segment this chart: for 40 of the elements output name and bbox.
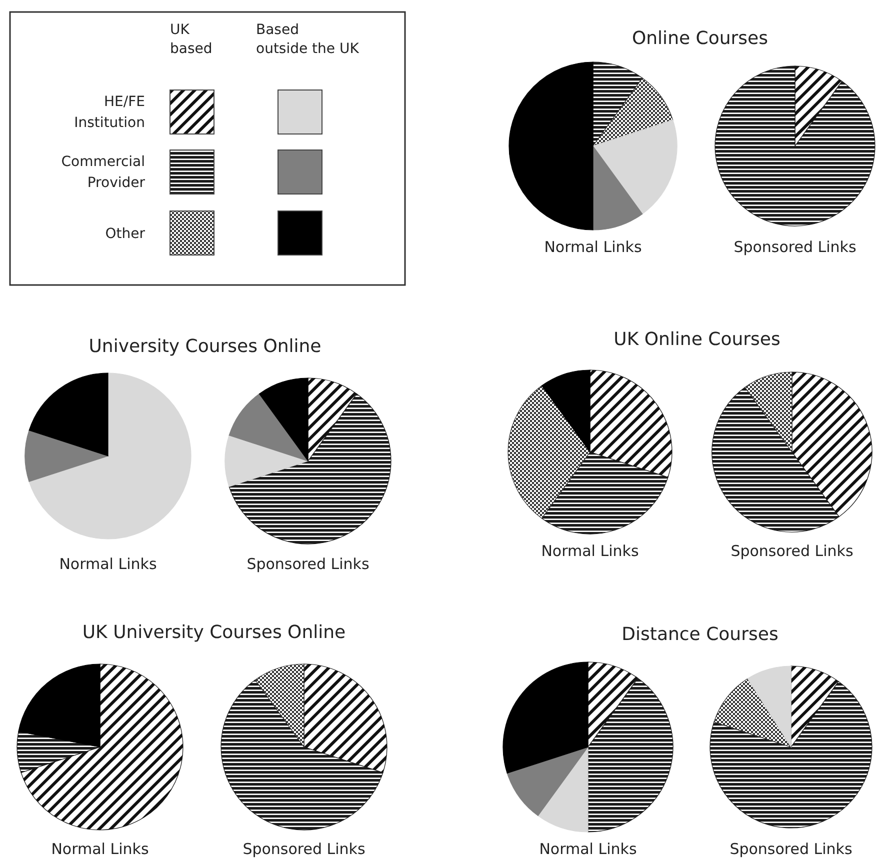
pie-slice <box>592 146 643 230</box>
text: Sponsored Links <box>246 555 370 573</box>
pie-slice <box>592 62 643 146</box>
chart-title: Online Courses <box>632 28 768 49</box>
chart-title: UK University Courses Online <box>82 622 346 643</box>
text: Normal Links <box>59 555 157 573</box>
pie-slice <box>506 746 588 816</box>
pie-slice <box>224 435 308 487</box>
pie-slice <box>592 78 674 146</box>
text: Normal Links <box>544 238 642 256</box>
text: UK based <box>170 22 212 57</box>
text: Sponsored Links <box>730 840 852 858</box>
pie-slice <box>254 664 304 748</box>
pie-slice <box>714 678 792 748</box>
pie-slice <box>502 662 588 774</box>
text: Based outside the UK <box>256 22 360 57</box>
text: Other <box>105 226 146 242</box>
text: Sponsored Links <box>730 542 854 560</box>
pie-slice <box>508 62 594 230</box>
chart-title: UK Online Courses <box>614 329 780 350</box>
text: Sponsored Links <box>242 840 366 858</box>
pie-slice <box>20 664 184 830</box>
pie-slice <box>18 664 100 748</box>
text: Normal Links <box>541 542 639 560</box>
pie-slice <box>228 394 308 462</box>
chart-title: University Courses Online <box>88 336 322 357</box>
pie-slice <box>28 372 108 456</box>
text: Commercial Provider <box>61 154 146 191</box>
text: HE/FE Institution <box>74 94 145 131</box>
pie-slice <box>592 120 678 214</box>
text: Normal Links <box>539 840 637 858</box>
chart-title: Distance Courses <box>622 624 778 645</box>
pie-slice <box>744 372 792 452</box>
text: Normal Links <box>51 840 149 858</box>
pie-slice <box>28 372 192 540</box>
pie-slice <box>258 378 308 462</box>
pie-slice <box>538 746 588 832</box>
pie-slice <box>747 666 792 748</box>
pie-slice <box>24 430 108 482</box>
text: Sponsored Links <box>734 238 856 256</box>
